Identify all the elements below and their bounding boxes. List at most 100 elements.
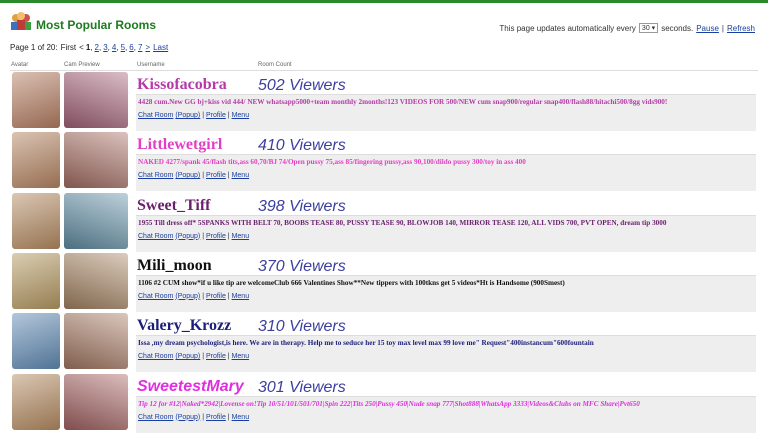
page-link[interactable]: 5 [120,43,126,52]
popup-link[interactable]: (Popup) [175,353,201,361]
page-item: 7 [138,43,142,52]
divider: | [227,172,230,180]
username[interactable]: Valery_Krozz [137,317,232,335]
divider: | [227,232,230,240]
current-page: 1 [85,43,91,52]
room-row: Kissofacobra 502 Viewers 4428 cum.New GG b… [10,72,758,132]
popup-link[interactable]: (Popup) [175,292,201,300]
avatar[interactable] [12,313,60,370]
page-separator: , [90,43,93,52]
pause-link[interactable]: Pause [696,23,719,33]
chat-room-link[interactable]: Chat Room [138,292,174,300]
room-row: Sweet_Tiff 398 Viewers 1955 Till dress off… [10,192,758,253]
menu-link[interactable]: Menu [231,413,250,421]
column-header: Room Count [258,62,292,68]
room-links: Chat Room (Popup) | Profile | Menu [138,353,249,360]
next-link[interactable]: > [145,43,151,52]
update-text: This page updates automatically every [499,23,636,33]
profile-link[interactable]: Profile [206,292,226,300]
update-bar: This page updates automatically every 30… [499,23,755,33]
subject-band [136,274,756,312]
username[interactable]: SweetestMary [137,377,244,395]
avatar[interactable] [12,252,60,309]
menu-link[interactable]: Menu [231,172,250,180]
subject-band [136,154,756,192]
popup-link[interactable]: (Popup) [175,112,201,119]
popup-link[interactable]: (Popup) [175,413,201,421]
room-subject: 4428 cum.New GG bj+kiss vid 444/ NEW wha… [138,98,668,106]
room-subject: 1955 Till dress off* 5SPANKS WITH BELT 7… [138,218,667,227]
avatar[interactable] [12,72,60,128]
profile-link[interactable]: Profile [206,112,226,119]
prev-link[interactable]: < [79,43,84,52]
interval-value[interactable]: 30 [641,25,650,32]
popup-link[interactable]: (Popup) [175,232,201,240]
cam-preview[interactable] [64,252,128,309]
cam-preview[interactable] [64,313,128,370]
page-item: 2, [95,43,102,52]
page-item: 5, [121,43,128,52]
chat-room-link[interactable]: Chat Room [138,172,174,180]
top-bar [0,0,768,3]
divider: | [227,413,230,421]
popup-link[interactable]: (Popup) [175,172,201,180]
subject-band [136,395,756,433]
profile-link[interactable]: Profile [206,353,226,361]
profile-link[interactable]: Profile [206,172,226,180]
menu-link[interactable]: Menu [231,292,250,300]
avatar[interactable] [12,132,60,189]
room-subject: Tip 12 for #12|Naked*2942|Lovense on!Tip… [138,399,640,408]
cam-preview[interactable] [64,373,128,430]
page-link[interactable]: 6 [129,43,134,52]
divider: | [202,232,205,240]
interval-select[interactable]: 30 ▾ [638,23,659,33]
page-link[interactable]: 3 [103,43,108,52]
cam-preview[interactable] [64,72,128,128]
room-links: Chat Room (Popup) | Profile | Menu [138,293,249,300]
viewer-count: 410 Viewers [258,137,346,155]
username[interactable]: Littlewetgirl [137,136,223,154]
subject-band [136,214,756,252]
cam-preview[interactable] [64,192,128,249]
chat-room-link[interactable]: Chat Room [138,232,174,240]
page-link[interactable]: 7 [137,43,143,52]
profile-link[interactable]: Profile [206,413,226,421]
seconds-text: seconds. [661,23,694,33]
page-label: Page 1 of 20: [10,43,58,52]
chat-room-link[interactable]: Chat Room [138,112,174,119]
divider: | [227,112,230,119]
viewer-count: 398 Viewers [258,197,346,215]
menu-link[interactable]: Menu [231,112,250,119]
profile-link[interactable]: Profile [206,232,226,240]
room-links: Chat Room (Popup) | Profile | Menu [138,112,249,119]
room-links: Chat Room (Popup) | Profile | Menu [138,233,249,240]
menu-link[interactable]: Menu [231,232,250,240]
column-header: Cam Preview [64,62,100,68]
page-link[interactable]: 2 [94,43,99,52]
avatar[interactable] [12,192,60,249]
chat-room-link[interactable]: Chat Room [138,413,174,421]
divider: | [202,172,205,180]
room-row: Valery_Krozz 310 Viewers Issa ,my dream ps… [10,313,758,373]
username[interactable]: Sweet_Tiff [137,196,211,214]
username[interactable]: Kissofacobra [137,76,227,93]
chat-room-link[interactable]: Chat Room [138,353,174,361]
menu-link[interactable]: Menu [231,353,250,361]
pagination: Page 1 of 20: First <1, 2, 3, 4, 5, 6, 7 > Last [10,43,168,52]
room-subject: NAKED 4277/spank 45/flash tits,ass 60,70… [138,158,526,167]
page-link[interactable]: 4 [111,43,117,52]
room-row: SweetestMary 301 Viewers Tip 12 for #12|Na… [10,373,758,434]
username[interactable]: Mili_moon [137,256,212,274]
last-link[interactable]: Last [153,43,169,52]
cam-preview[interactable] [64,132,128,189]
divider: | [202,292,205,300]
room-row: Littlewetgirl 410 Viewers NAKED 4277/spank… [10,132,758,192]
room-subject: 1106 #2 CUM show*if u like tip are welco… [138,278,565,287]
logo-icon [11,12,31,30]
first-link[interactable]: First [60,43,77,52]
page-separator: , [98,43,102,52]
refresh-link[interactable]: Refresh [726,23,755,33]
page-separator: , [107,43,110,52]
page-item: 6, [129,43,136,52]
avatar[interactable] [12,373,60,430]
